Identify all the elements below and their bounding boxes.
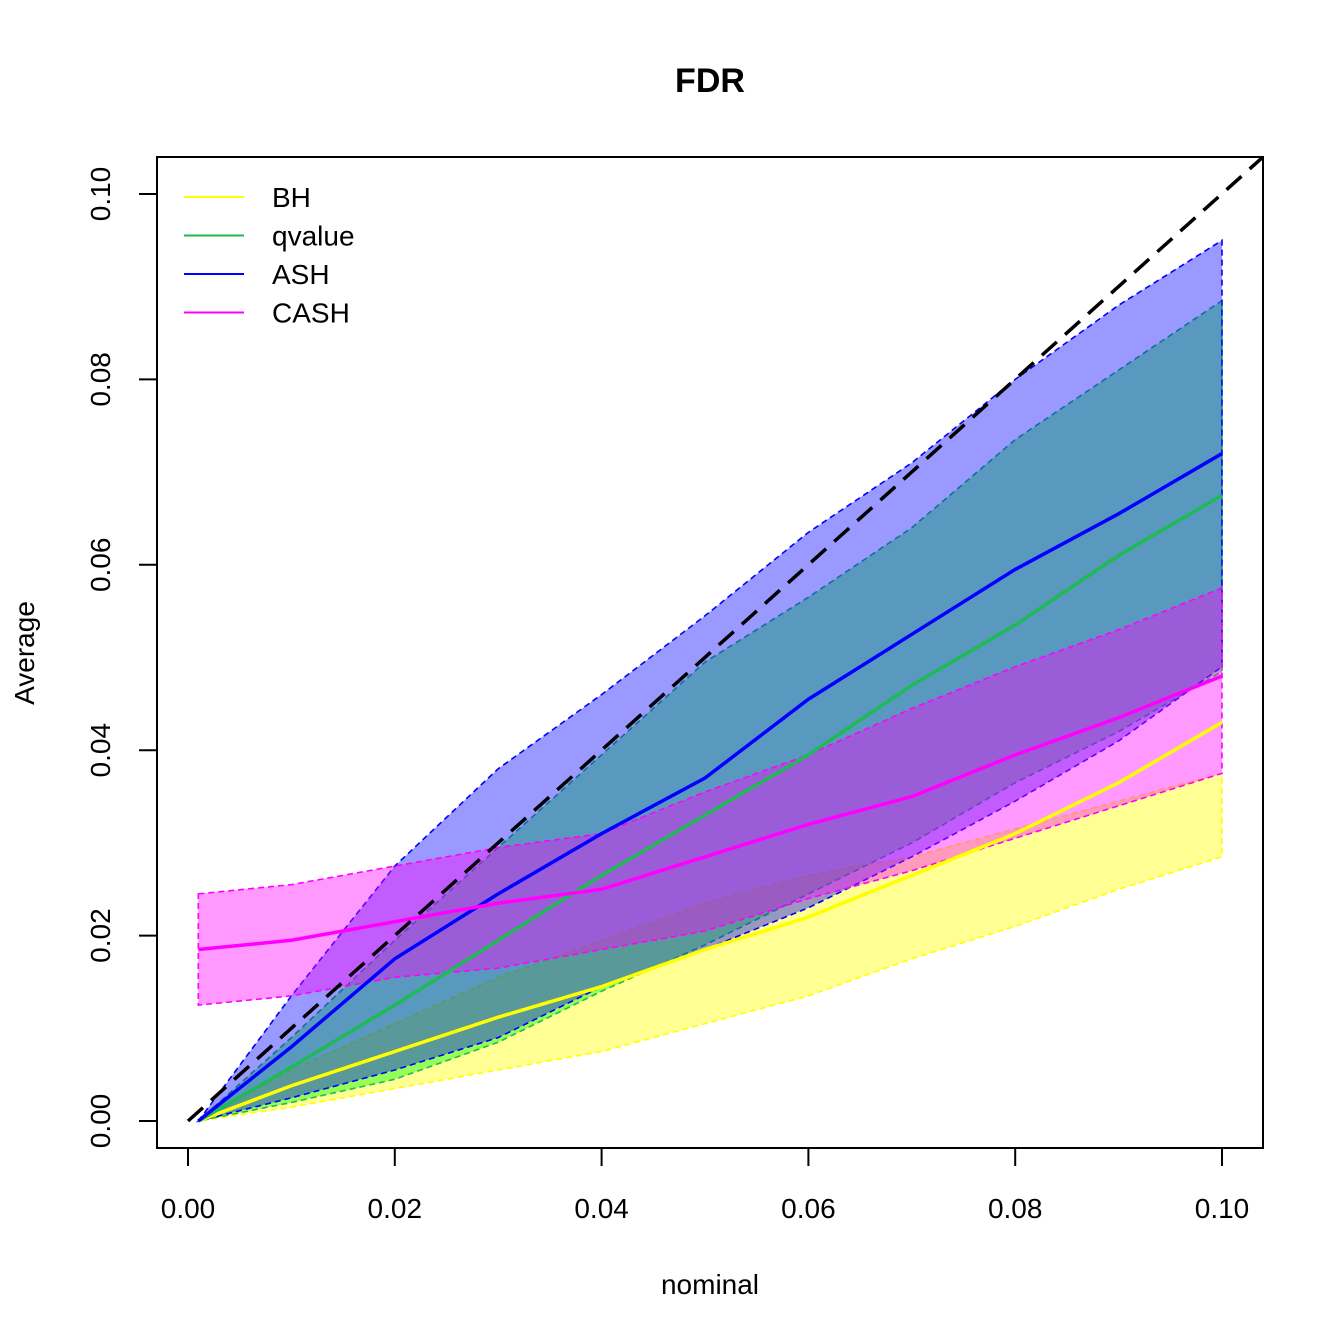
legend-label-ash: ASH: [272, 259, 330, 290]
x-tick-label: 0.06: [781, 1193, 836, 1224]
line-ash: [197, 452, 1223, 1123]
line-qvalue: [197, 493, 1223, 1123]
legend-label-qvalue: qvalue: [272, 221, 355, 252]
legend-label-cash: CASH: [272, 298, 350, 329]
y-tick-label: 0.04: [85, 723, 116, 778]
y-tick-label: 0.06: [85, 538, 116, 593]
x-axis: 0.00 0.02 0.04 0.06 0.08 0.10: [161, 1147, 1250, 1224]
confidence-bands: [195, 238, 1223, 1123]
series-lines: [186, 155, 1265, 1123]
y-axis: 0.00 0.02 0.04 0.06 0.08 0.10: [85, 167, 158, 1149]
y-axis-label: Average: [9, 601, 40, 705]
x-axis-label: nominal: [661, 1269, 759, 1300]
x-tick-label: 0.00: [161, 1193, 216, 1224]
y-tick-label: 0.10: [85, 167, 116, 222]
x-tick-label: 0.10: [1195, 1193, 1250, 1224]
band-cash: [197, 586, 1223, 1007]
x-tick-label: 0.08: [988, 1193, 1043, 1224]
band-qvalue: [195, 299, 1223, 1123]
y-tick-label: 0.02: [85, 908, 116, 963]
chart-title: FDR: [675, 62, 745, 100]
line-cash: [198, 674, 1223, 952]
x-tick-label: 0.02: [368, 1193, 423, 1224]
legend: BH qvalue ASH CASH: [184, 182, 355, 329]
y-tick-label: 0.08: [85, 352, 116, 407]
line-bh: [197, 720, 1223, 1123]
y-tick-label: 0.00: [85, 1094, 116, 1149]
reference-line: [186, 155, 1265, 1123]
legend-label-bh: BH: [272, 182, 311, 213]
plot-frame: [156, 156, 1264, 1149]
x-tick-label: 0.04: [574, 1193, 629, 1224]
